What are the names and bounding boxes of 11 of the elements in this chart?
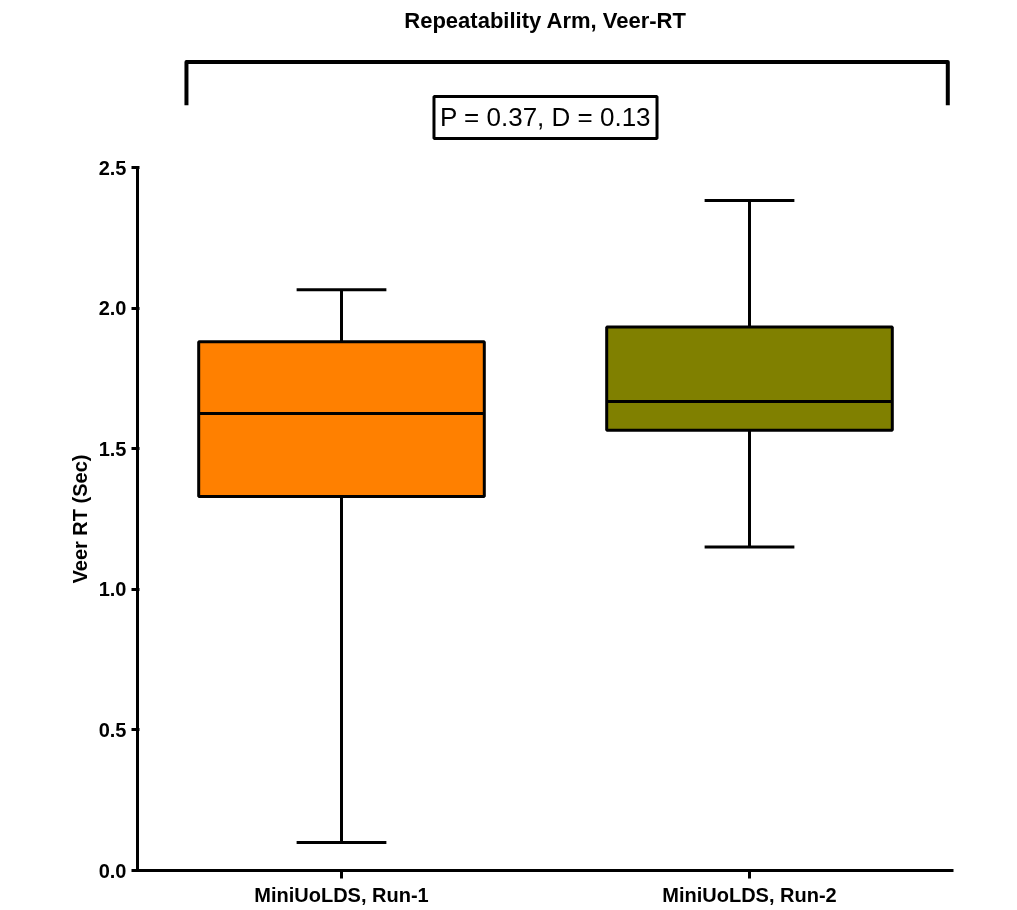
y-tick-label: 2.0	[98, 297, 127, 320]
y-tick-label: 2.5	[98, 156, 127, 179]
y-tick-label: 1.0	[98, 578, 127, 601]
y-tick-label: 0.0	[98, 859, 127, 882]
y-tick-label: 0.5	[98, 718, 127, 741]
x-tick-label: MiniUoLDS, Run-2	[662, 883, 837, 906]
y-tick-label: 1.5	[98, 437, 127, 460]
y-axis-title: Veer RT (Sec)	[68, 454, 91, 584]
chart-title: Repeatability Arm, Veer-RT	[404, 7, 687, 33]
x-tick-label: MiniUoLDS, Run-1	[254, 883, 429, 906]
text: P = 0.37, D = 0.13	[439, 102, 651, 133]
